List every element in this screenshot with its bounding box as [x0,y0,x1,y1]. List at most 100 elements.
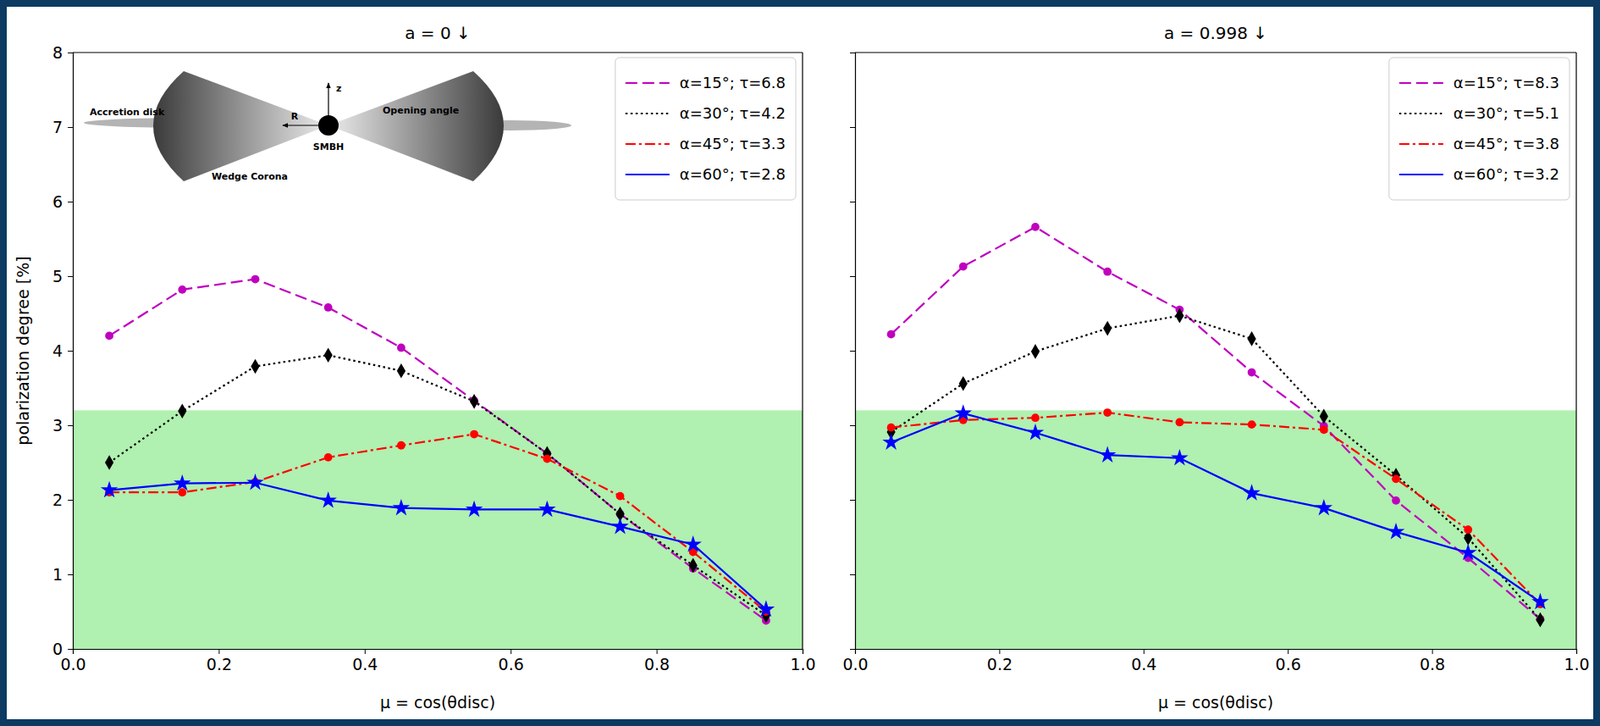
series-marker [1031,222,1040,232]
legend-label: α=45°; τ=3.3 [679,134,786,153]
series-marker [250,358,260,375]
legend-frame [1389,57,1570,200]
series-marker [1315,498,1333,515]
tick-mark [1143,648,1145,654]
legend-item: α=60°; τ=3.2 [1399,165,1560,183]
legend-item: α=15°; τ=6.8 [625,73,786,92]
plot-frame [801,52,803,649]
tick-label: 0.0 [60,654,86,674]
inset-label: SMBH [313,141,344,153]
series-marker [1031,413,1040,422]
tick: 0.6 [1275,648,1302,674]
series-marker [246,473,264,490]
series-marker [1031,343,1040,359]
series-marker [104,454,114,470]
series-marker [324,452,333,462]
tick-mark [849,201,856,203]
tick-mark [67,201,73,203]
tick-mark [67,126,73,128]
tick-mark [67,275,73,277]
tick-label: 7 [52,117,63,137]
series-marker [1391,496,1401,505]
inset-label: z [336,82,342,94]
series-marker [1175,418,1185,427]
tick-label: 0.2 [206,654,232,674]
tick [849,424,856,426]
series-marker [1242,483,1260,500]
legend-item: α=45°; τ=3.3 [625,134,786,153]
tick-label: 1.0 [1563,654,1589,674]
tick-mark [849,573,856,575]
plot-frame [855,51,1577,53]
tick: 0.0 [842,648,868,674]
tick-mark [67,573,73,575]
series-marker [1175,308,1184,324]
tick [849,126,856,128]
inset-diagram: Accretion diskRzOpening angleSMBHWedge C… [83,71,572,183]
legend-item: α=15°; τ=8.3 [1399,73,1560,92]
tick-mark [67,648,73,650]
tick-mark [364,648,366,654]
series-marker [1170,448,1188,465]
series-marker [397,363,406,379]
figure: Accretion diskRzOpening angleSMBHWedge C… [0,0,1600,726]
tick-mark [802,648,804,654]
tick-label: 4 [52,341,63,360]
tick-label: 0.8 [1419,654,1446,674]
series-marker [1531,592,1549,609]
series-marker [1459,543,1477,560]
series-line [891,412,1541,604]
series-marker [392,498,410,515]
series-marker [1098,445,1116,462]
legend: α=15°; τ=6.8α=30°; τ=4.2α=45°; τ=3.3α=60… [615,57,796,200]
tick-mark [656,648,658,654]
inset-black-hole [318,115,339,136]
tick: 0.6 [498,648,525,674]
series-marker [684,535,701,552]
tick: 2 [52,490,73,509]
y-axis-title: polarization degree [%] [13,255,33,445]
tick-label: 0.6 [1275,654,1302,674]
panel-title: a = 0 ↓ [404,22,471,44]
series-marker [1247,368,1257,377]
tick [849,201,856,203]
tick: 0.0 [60,648,86,674]
series-marker [177,402,187,419]
series-marker [469,393,479,409]
tick: 0.4 [1131,648,1157,674]
legend-swatch [625,173,670,176]
tick: 3 [52,415,73,435]
legend-swatch [1399,173,1444,176]
panel-title: a = 0.998 ↓ [1164,22,1268,44]
tick: 4 [52,341,73,360]
series-line [109,434,767,612]
series-marker [538,500,556,517]
legend-swatch [1399,112,1444,115]
plot-area [855,222,1577,649]
x-axis: 0.00.20.40.60.81.0 [842,648,1589,674]
series-line [109,354,767,615]
tick: 0.2 [206,648,232,674]
series-marker [469,430,479,439]
tick-mark [849,126,856,128]
inset-label: R [291,110,299,122]
series-marker [882,432,900,449]
y-axis: 012345678 [52,43,74,658]
axis-line [67,53,74,650]
tick [849,52,856,54]
series-line [891,413,1541,602]
series-marker [887,330,896,339]
tick: 0.8 [1419,648,1446,674]
series-marker [1391,467,1401,483]
series-marker [465,500,483,517]
series-marker [177,487,187,497]
legend-swatch [1399,82,1444,84]
series-marker [1103,408,1112,417]
series-marker [1391,474,1401,483]
inset-label: Accretion disk [89,106,166,118]
legend-swatch [625,82,670,84]
shaded-band [72,409,803,649]
tick [849,573,856,575]
tick-label: 0 [52,639,63,658]
tick-mark [849,648,856,650]
